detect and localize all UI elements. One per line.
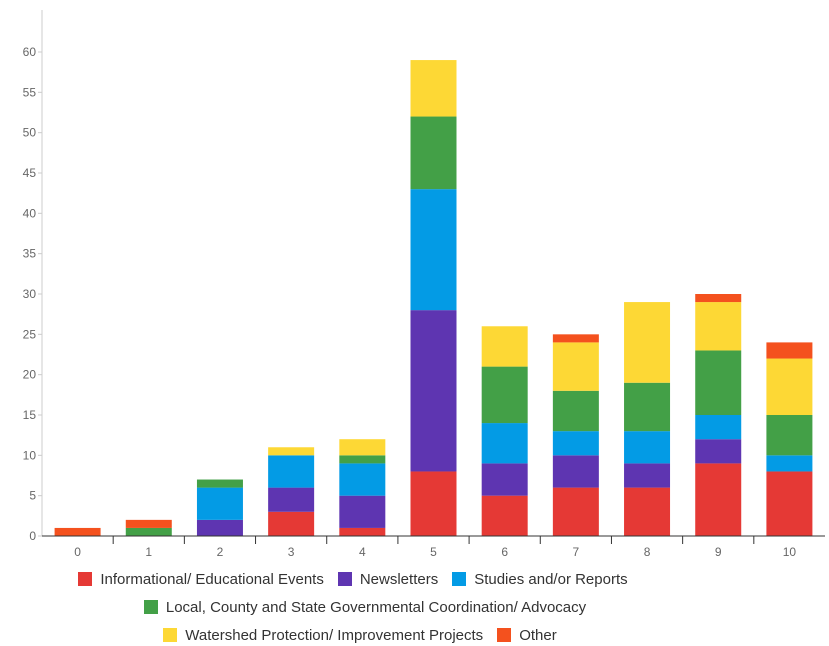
bar-segment-5-cat-3 — [268, 447, 315, 456]
x-tick-label: 8 — [644, 545, 651, 559]
legend-swatch — [143, 600, 158, 614]
legend-item[interactable]: Local, County and State Governmental Coo… — [143, 598, 587, 616]
legend-swatch — [497, 628, 512, 642]
bar-segment-4-cat-1 — [125, 527, 172, 536]
bar-segment-6-cat-0 — [54, 527, 101, 536]
bar-segment-3-cat-10 — [766, 455, 813, 472]
bar-segment-5-cat-9 — [695, 302, 742, 351]
legend-label: Studies and/or Reports — [474, 570, 628, 588]
bar-segment-2-cat-3 — [268, 487, 315, 512]
legend-item[interactable]: Watershed Protection/ Improvement Projec… — [163, 627, 483, 644]
bar-segment-6-cat-10 — [766, 342, 813, 359]
bar-segment-1-cat-8 — [624, 487, 671, 536]
y-tick-label: 10 — [23, 448, 37, 462]
legend-item[interactable]: Newsletters — [337, 570, 439, 588]
legend-label: Other — [519, 626, 557, 644]
y-tick-label: 55 — [23, 85, 37, 99]
bar-segment-3-cat-6 — [481, 423, 528, 464]
bar-segment-4-cat-8 — [624, 382, 671, 432]
bar-segment-3-cat-2 — [196, 487, 243, 520]
bar-segment-1-cat-7 — [552, 487, 599, 536]
y-tick-label: 60 — [23, 45, 37, 59]
bar-segment-2-cat-6 — [481, 463, 528, 496]
legend-row: Informational/ Educational Events Newslet… — [78, 568, 628, 590]
y-tick-label: 50 — [23, 126, 37, 140]
y-tick-label: 20 — [23, 368, 37, 382]
bar-segment-4-cat-9 — [695, 350, 742, 415]
legend-label: Watershed Protection/ Improvement Projec… — [185, 626, 484, 644]
x-tick-label: 1 — [145, 545, 152, 559]
bar-segment-2-cat-4 — [339, 495, 386, 528]
x-tick-label: 5 — [430, 545, 437, 559]
legend-swatch — [78, 572, 93, 586]
legend-row: Watershed Protection/ Improvement Projec… — [163, 624, 557, 646]
bar-segment-5-cat-8 — [624, 302, 671, 383]
legend-swatch — [163, 628, 178, 642]
y-tick-label: 15 — [23, 408, 37, 422]
x-tick-label: 3 — [288, 545, 295, 559]
legend-label: Newsletters — [359, 570, 439, 588]
bar-segment-3-cat-7 — [552, 431, 599, 456]
legend-item[interactable]: Informational/ Educational Events — [78, 570, 324, 588]
bar-segment-3-cat-5 — [410, 189, 457, 311]
legend-item[interactable]: Studies and/or Reports — [452, 570, 628, 588]
bar-segment-5-cat-10 — [766, 358, 813, 415]
bar-segment-2-cat-7 — [552, 455, 599, 488]
x-tick-label: 9 — [715, 545, 722, 559]
bar-segment-1-cat-6 — [481, 495, 528, 536]
bar-segment-5-cat-5 — [410, 60, 457, 117]
y-tick-label: 5 — [29, 489, 36, 503]
bar-segment-5-cat-4 — [339, 439, 386, 456]
y-tick-label: 35 — [23, 247, 37, 261]
bar-segment-3-cat-4 — [339, 463, 386, 496]
bar-segment-4-cat-5 — [410, 116, 457, 190]
y-tick-label: 25 — [23, 327, 37, 341]
bar-segment-2-cat-2 — [196, 519, 243, 536]
x-tick-label: 2 — [217, 545, 224, 559]
bar-segment-4-cat-2 — [196, 479, 243, 488]
y-tick-label: 0 — [29, 529, 36, 543]
y-tick-label: 30 — [23, 287, 37, 301]
bar-segment-6-cat-7 — [552, 334, 599, 343]
legend-label: Informational/ Educational Events — [100, 570, 324, 588]
bar-segment-1-cat-10 — [766, 471, 813, 536]
bar-segment-4-cat-10 — [766, 415, 813, 456]
bar-segment-2-cat-5 — [410, 310, 457, 472]
bar-segment-4-cat-4 — [339, 455, 386, 464]
legend-swatch — [337, 572, 352, 586]
bar-segment-2-cat-9 — [695, 439, 742, 464]
y-tick-label: 45 — [23, 166, 37, 180]
legend-label: Local, County and State Governmental Coo… — [165, 598, 587, 616]
bar-segment-4-cat-7 — [552, 390, 599, 432]
bar-segment-3-cat-8 — [624, 431, 671, 464]
bar-segment-1-cat-9 — [695, 463, 742, 536]
y-tick-label: 40 — [23, 206, 37, 220]
bar-segment-4-cat-6 — [481, 366, 528, 424]
x-tick-label: 4 — [359, 545, 366, 559]
bar-segment-3-cat-9 — [695, 415, 742, 440]
bar-segment-5-cat-6 — [481, 326, 528, 367]
bar-segment-1-cat-3 — [268, 511, 315, 536]
x-tick-label: 7 — [573, 545, 580, 559]
bar-segment-1-cat-5 — [410, 471, 457, 536]
bar-segment-6-cat-9 — [695, 294, 742, 303]
bar-segment-3-cat-3 — [268, 455, 315, 488]
bar-segment-5-cat-7 — [552, 342, 599, 391]
legend-swatch — [452, 572, 467, 586]
legend-item[interactable]: Other — [497, 627, 557, 644]
x-tick-label: 0 — [74, 545, 81, 559]
bar-segment-2-cat-8 — [624, 463, 671, 488]
x-tick-label: 10 — [783, 545, 797, 559]
bar-segment-6-cat-1 — [125, 519, 172, 528]
bar-segment-1-cat-4 — [339, 527, 386, 536]
legend-row: Local, County and State Governmental Coo… — [143, 596, 587, 618]
x-tick-label: 6 — [501, 545, 508, 559]
